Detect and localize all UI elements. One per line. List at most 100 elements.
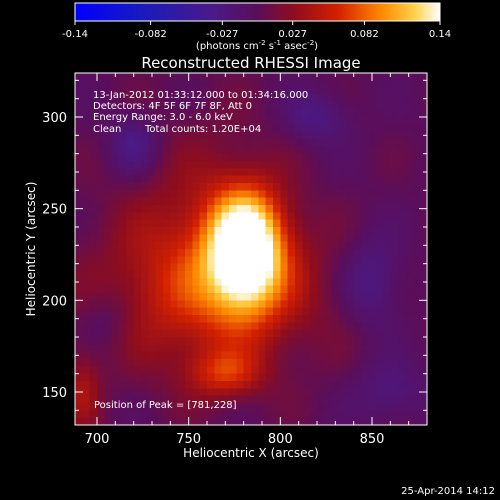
heatmap-cell [339, 271, 347, 279]
heatmap-cell [251, 241, 259, 250]
heatmap-cell [75, 109, 83, 118]
annotation-energy: Energy Range: 3.0 - 6.0 keV [93, 112, 233, 123]
heatmap-cell [192, 337, 201, 345]
heatmap-cell [221, 212, 230, 221]
heatmap-cell [412, 366, 421, 375]
heatmap-cell [119, 366, 127, 375]
heatmap-cell [280, 175, 289, 184]
heatmap-cell [295, 271, 303, 279]
heatmap-cell [119, 263, 127, 272]
heatmap-cell [368, 359, 377, 367]
heatmap-cell [280, 153, 289, 162]
heatmap-cell [199, 146, 208, 155]
heatmap-cell [375, 175, 384, 184]
heatmap-cell [265, 410, 274, 419]
heatmap-cell [207, 388, 215, 397]
heatmap-cell [361, 249, 369, 257]
heatmap-cell [265, 300, 274, 309]
heatmap-cell [273, 241, 281, 250]
heatmap-cell [82, 139, 91, 147]
heatmap-cell [397, 322, 406, 331]
heatmap-cell [390, 146, 399, 155]
heatmap-cell [375, 344, 384, 353]
heatmap-cell [295, 278, 303, 287]
heatmap-cell [170, 109, 179, 118]
heatmap-cell [368, 329, 377, 338]
heatmap-cell [331, 388, 340, 397]
heatmap-cell [383, 205, 391, 213]
heatmap-cell [214, 278, 223, 287]
heatmap-cell [236, 256, 245, 265]
heatmap-cell [163, 366, 171, 375]
heatmap-cell [163, 388, 171, 397]
heatmap-cell [221, 359, 230, 367]
heatmap-cell [375, 197, 384, 206]
heatmap-cell [302, 417, 311, 425]
heatmap-cell [280, 344, 289, 353]
heatmap-cell [412, 417, 421, 425]
heatmap-cell [302, 139, 311, 147]
heatmap-cell [405, 388, 413, 397]
heatmap-cell [397, 161, 406, 169]
heatmap-cell [155, 205, 164, 213]
heatmap-cell [339, 117, 347, 125]
heatmap-cell [397, 285, 406, 294]
heatmap-cell [251, 87, 259, 96]
heatmap-cell [383, 271, 391, 279]
heatmap-cell [265, 329, 274, 338]
heatmap-cell [251, 395, 259, 404]
heatmap-cell [221, 102, 230, 111]
heatmap-cell [155, 146, 164, 155]
heatmap-cell [368, 161, 377, 169]
heatmap-cell [353, 131, 362, 140]
heatmap-cell [339, 197, 347, 206]
heatmap-cell [133, 373, 142, 382]
heatmap-cell [273, 388, 281, 397]
heatmap-cell [192, 146, 201, 155]
heatmap-cell [163, 278, 171, 287]
heatmap-cell [199, 278, 208, 287]
heatmap-cell [346, 227, 355, 235]
heatmap-cell [383, 139, 391, 147]
heatmap-cell [126, 271, 135, 279]
heatmap-cell [133, 117, 142, 125]
heatmap-cell [199, 139, 208, 147]
heatmap-cell [141, 197, 149, 206]
heatmap-cell [104, 410, 113, 419]
heatmap-cell [214, 80, 223, 89]
heatmap-cell [339, 95, 347, 103]
heatmap-cell [251, 329, 259, 338]
heatmap-cell [119, 307, 127, 316]
heatmap-cell [89, 175, 98, 184]
heatmap-cell [243, 315, 252, 323]
heatmap-cell [302, 278, 311, 287]
heatmap-cell [111, 205, 120, 213]
heatmap-cell [148, 212, 157, 221]
heatmap-cell [148, 153, 157, 162]
heatmap-cell [331, 337, 340, 345]
heatmap-cell [309, 249, 318, 257]
heatmap-cell [119, 241, 127, 250]
heatmap-cell [185, 205, 193, 213]
heatmap-cell [361, 131, 369, 140]
heatmap-cell [192, 175, 201, 184]
heatmap-cell [163, 417, 171, 425]
heatmap-cell [397, 329, 406, 338]
heatmap-cell [104, 373, 113, 382]
heatmap-cell [265, 249, 274, 257]
heatmap-cell [229, 366, 237, 375]
heatmap-cell [185, 241, 193, 250]
heatmap-cell [280, 212, 289, 221]
heatmap-cell [236, 241, 245, 250]
heatmap-cell [295, 124, 303, 133]
heatmap-cell [155, 329, 164, 338]
heatmap-cell [75, 153, 83, 162]
heatmap-cell [383, 146, 391, 155]
heatmap-cell [170, 95, 179, 103]
heatmap-cell [89, 183, 98, 191]
heatmap-cell [177, 293, 186, 301]
heatmap-cell [295, 263, 303, 272]
heatmap-cell [155, 337, 164, 345]
heatmap-cell [141, 102, 149, 111]
